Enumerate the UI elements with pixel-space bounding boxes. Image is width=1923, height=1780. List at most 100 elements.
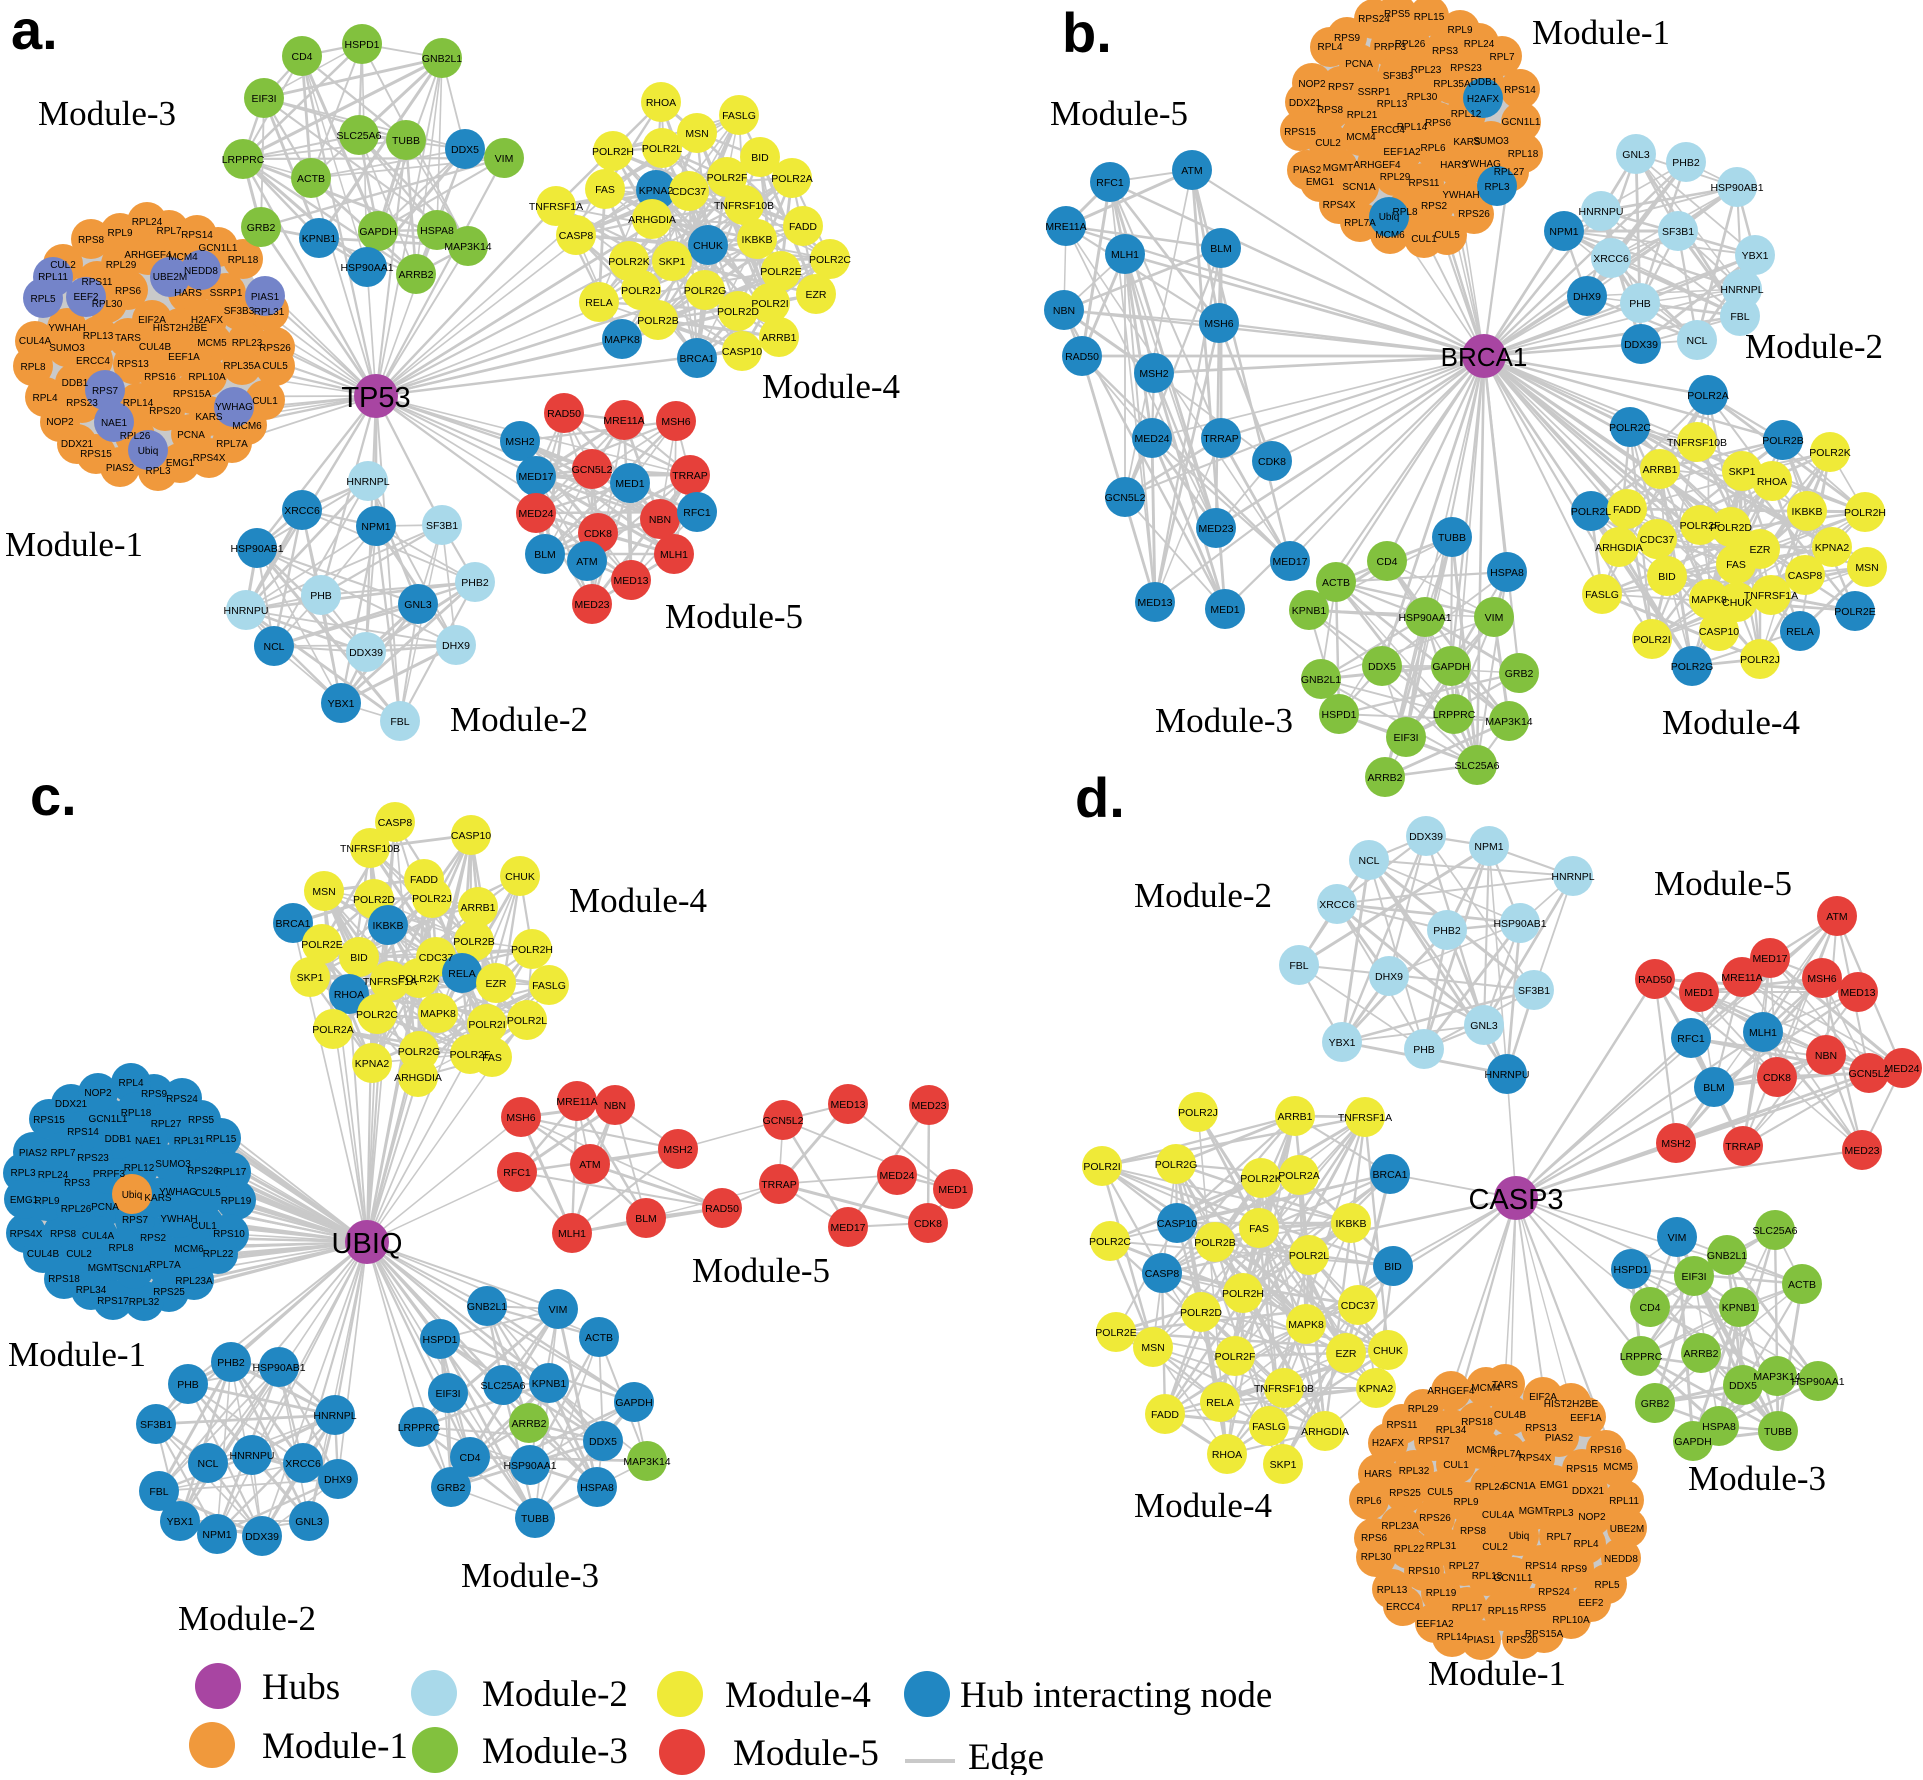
svg-text:NBN: NBN — [1053, 305, 1075, 317]
svg-text:MLH1: MLH1 — [558, 1228, 586, 1240]
svg-text:RELA: RELA — [585, 297, 612, 309]
svg-text:c.: c. — [30, 764, 77, 827]
svg-text:TRRAP: TRRAP — [1203, 433, 1239, 445]
svg-text:RPS20: RPS20 — [149, 406, 181, 417]
svg-text:RPS7: RPS7 — [122, 1215, 149, 1226]
svg-text:RPS15: RPS15 — [80, 449, 112, 460]
svg-text:GRB2: GRB2 — [437, 1482, 466, 1494]
svg-text:HNRNPL: HNRNPL — [313, 1410, 356, 1422]
svg-text:TNFRSF10B: TNFRSF10B — [714, 200, 774, 212]
svg-text:RPS2: RPS2 — [1421, 201, 1448, 212]
svg-text:PIAS2: PIAS2 — [19, 1148, 48, 1159]
svg-text:DDX5: DDX5 — [451, 144, 479, 156]
svg-text:HIST2H2BE: HIST2H2BE — [1544, 1399, 1599, 1410]
svg-text:PHB2: PHB2 — [461, 577, 489, 589]
svg-text:ARHGEF4: ARHGEF4 — [124, 250, 172, 261]
svg-text:EIF3I: EIF3I — [435, 1388, 460, 1400]
svg-text:RPS3: RPS3 — [64, 1178, 91, 1189]
svg-text:POLR2G: POLR2G — [398, 1046, 441, 1058]
svg-text:RPS18: RPS18 — [1461, 1417, 1493, 1428]
svg-text:ARRB2: ARRB2 — [1367, 772, 1402, 784]
svg-text:SKP1: SKP1 — [1729, 466, 1756, 478]
svg-text:DDX5: DDX5 — [1368, 661, 1396, 673]
svg-text:TARS: TARS — [115, 333, 141, 344]
svg-text:BLM: BLM — [534, 549, 556, 561]
svg-text:GNL3: GNL3 — [295, 1516, 323, 1528]
svg-text:MED17: MED17 — [1752, 953, 1787, 965]
svg-text:GNB2L1: GNB2L1 — [422, 53, 462, 65]
svg-text:GNB2L1: GNB2L1 — [1707, 1250, 1747, 1262]
svg-text:MSH2: MSH2 — [505, 436, 534, 448]
svg-text:RPS17: RPS17 — [1418, 1436, 1450, 1447]
svg-text:NCL: NCL — [197, 1458, 218, 1470]
svg-text:RFC1: RFC1 — [1677, 1033, 1705, 1045]
svg-text:ACTB: ACTB — [1322, 577, 1350, 589]
svg-text:POLR2J: POLR2J — [412, 893, 452, 905]
svg-text:YWHAH: YWHAH — [1442, 190, 1479, 201]
svg-text:POLR2B: POLR2B — [637, 315, 678, 327]
svg-text:PRPF3: PRPF3 — [93, 1169, 126, 1180]
svg-text:MAP3K14: MAP3K14 — [1485, 716, 1532, 728]
svg-text:RPL9: RPL9 — [107, 228, 132, 239]
svg-text:Module-5: Module-5 — [1050, 94, 1188, 133]
svg-text:MCM4: MCM4 — [1346, 132, 1376, 143]
svg-text:RPL30: RPL30 — [1361, 1552, 1392, 1563]
svg-text:RPS15A: RPS15A — [1525, 1629, 1564, 1640]
svg-text:Module-4: Module-4 — [1662, 703, 1800, 742]
svg-text:H2AFX: H2AFX — [1372, 1438, 1405, 1449]
svg-text:HSP90AA1: HSP90AA1 — [503, 1460, 556, 1472]
svg-text:POLR2J: POLR2J — [1740, 654, 1780, 666]
svg-text:POLR2C: POLR2C — [809, 254, 851, 266]
svg-text:POLR2L: POLR2L — [642, 143, 682, 155]
svg-text:SF3B3: SF3B3 — [1383, 71, 1414, 82]
svg-text:FASLG: FASLG — [532, 980, 566, 992]
svg-text:RPS23: RPS23 — [1450, 63, 1482, 74]
svg-text:RPS4X: RPS4X — [193, 453, 226, 464]
svg-text:GAPDH: GAPDH — [615, 1397, 652, 1409]
svg-text:EMG1: EMG1 — [1306, 177, 1335, 188]
svg-text:BLM: BLM — [635, 1213, 657, 1225]
svg-text:RPL3: RPL3 — [10, 1168, 35, 1179]
svg-text:RPS6: RPS6 — [1425, 118, 1452, 129]
svg-text:MED24: MED24 — [1884, 1063, 1919, 1075]
svg-text:POLR2L: POLR2L — [507, 1015, 547, 1027]
svg-text:MLH1: MLH1 — [660, 549, 688, 561]
svg-text:XRCC6: XRCC6 — [284, 505, 320, 517]
svg-text:HNRNPL: HNRNPL — [1720, 284, 1763, 296]
svg-text:TUBB: TUBB — [1438, 532, 1466, 544]
svg-text:SLC25A6: SLC25A6 — [1455, 760, 1500, 772]
svg-text:Module-3: Module-3 — [38, 94, 176, 133]
svg-text:YBX1: YBX1 — [1329, 1037, 1356, 1049]
svg-text:RPS4X: RPS4X — [1519, 1453, 1552, 1464]
svg-text:GCN1L1: GCN1L1 — [199, 243, 238, 254]
svg-text:CUL2: CUL2 — [66, 1249, 92, 1260]
svg-text:CUL2: CUL2 — [1482, 1542, 1508, 1553]
svg-text:MSH6: MSH6 — [1807, 973, 1836, 985]
svg-text:LRPPRC: LRPPRC — [398, 1422, 441, 1434]
svg-text:EEF2: EEF2 — [73, 292, 98, 303]
svg-text:CUL2: CUL2 — [1315, 138, 1341, 149]
svg-text:EIF2A: EIF2A — [138, 315, 166, 326]
svg-text:POLR2C: POLR2C — [356, 1009, 398, 1021]
svg-text:EMG1: EMG1 — [166, 458, 195, 469]
svg-text:HARS: HARS — [174, 288, 202, 299]
svg-text:Module-4: Module-4 — [762, 367, 900, 406]
svg-text:ARRB2: ARRB2 — [1683, 1348, 1718, 1360]
svg-text:HSPA8: HSPA8 — [420, 225, 454, 237]
svg-text:SF3B1: SF3B1 — [140, 1419, 172, 1431]
svg-text:POLR2A: POLR2A — [312, 1024, 353, 1036]
svg-text:RPL35A: RPL35A — [223, 361, 261, 372]
svg-text:ATM: ATM — [576, 556, 597, 568]
svg-text:RELA: RELA — [1786, 626, 1813, 638]
svg-text:HSPD1: HSPD1 — [1613, 1264, 1648, 1276]
svg-text:EZR: EZR — [1750, 544, 1771, 556]
svg-text:MSH6: MSH6 — [506, 1112, 535, 1124]
svg-text:CASP10: CASP10 — [1157, 1218, 1197, 1230]
svg-text:RPS26: RPS26 — [259, 343, 291, 354]
svg-text:CUL2: CUL2 — [50, 260, 76, 271]
svg-text:RPS15: RPS15 — [1284, 127, 1316, 138]
svg-text:CASP8: CASP8 — [1788, 570, 1823, 582]
svg-text:KPNA2: KPNA2 — [355, 1058, 390, 1070]
svg-text:RPS13: RPS13 — [1525, 1423, 1557, 1434]
svg-text:CDC37: CDC37 — [419, 952, 454, 964]
